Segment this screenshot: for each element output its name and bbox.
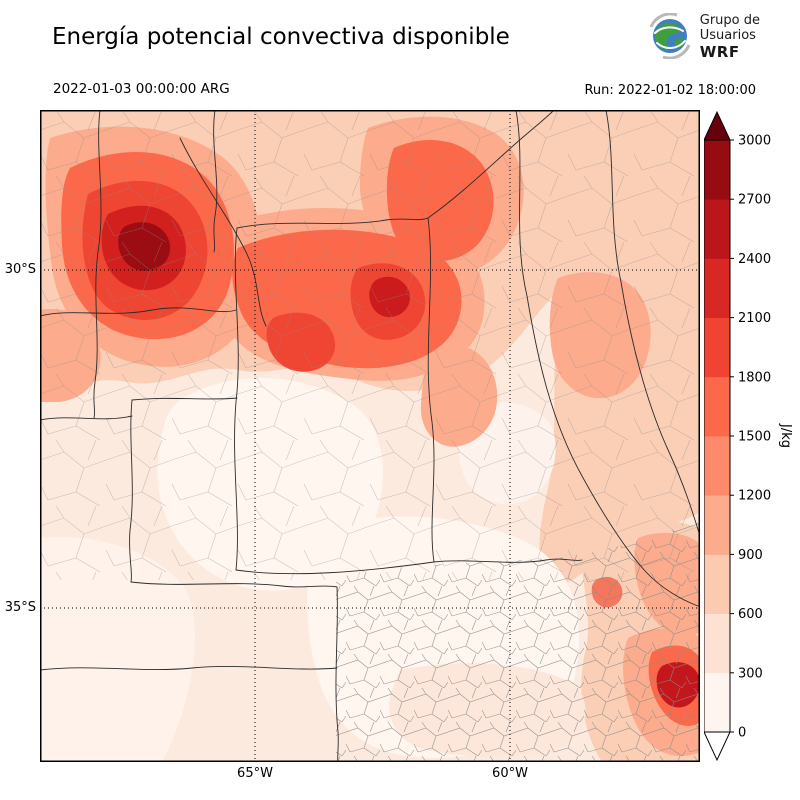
- province-boundaries: [40, 110, 700, 762]
- colorbar-tick-label: 1500: [738, 430, 771, 445]
- map-border: [40, 110, 700, 762]
- x-tick-label-60w: 60°W: [492, 766, 528, 781]
- colorbar-segment: [704, 495, 730, 555]
- logo-line2: Usuarios: [699, 28, 756, 44]
- colorbar-over-arrow: [703, 110, 731, 141]
- colorbar-tick-label: 2400: [738, 252, 771, 267]
- colorbar-tick-label: 300: [738, 666, 763, 681]
- colorbar-segment: [704, 258, 730, 318]
- colorbar-tick-label: 1800: [738, 370, 771, 385]
- colorbar-unit-label: J/kg: [778, 423, 793, 448]
- department-boundaries-north: [40, 110, 700, 580]
- colorbar-tick-label: 2100: [738, 311, 771, 326]
- department-boundaries-south: [336, 522, 700, 762]
- colorbar-segment: [704, 436, 730, 496]
- x-tick-label-65w: 65°W: [237, 766, 273, 781]
- colorbar-tick-label: 900: [738, 548, 763, 563]
- colorbar-tick-label: 600: [738, 607, 763, 622]
- colorbar-tick-label: 3000: [738, 134, 771, 149]
- run-time-label: Run: 2022-01-02 18:00:00: [584, 83, 756, 98]
- colorbar-segment: [704, 140, 730, 200]
- cape-field: [40, 110, 700, 762]
- colorbar-segment: [704, 613, 730, 674]
- y-tick-label-30s: 30°S: [4, 262, 36, 277]
- page-title: Energía potencial convectiva disponible: [52, 24, 510, 50]
- wrf-logo: Grupo de Usuarios WRF: [647, 12, 760, 63]
- colorbar-svg: 0 300 600 900 1200 1500 1800 2100 2400 2700 3000 J/…: [703, 110, 793, 762]
- colorbar-under-arrow: [703, 731, 731, 762]
- colorbar-segment: [704, 199, 730, 259]
- colorbar-segment: [704, 376, 730, 437]
- globe-icon: [647, 12, 693, 63]
- colorbar: 0 300 600 900 1200 1500 1800 2100 2400 2700 3000 J/…: [703, 110, 800, 774]
- colorbar-tick-label: 0: [738, 726, 746, 741]
- colorbar-segment: [704, 317, 730, 378]
- map-plot: [40, 110, 700, 762]
- valid-time-label: 2022-01-03 00:00:00 ARG: [53, 81, 230, 97]
- logo-line3: WRF: [699, 43, 740, 62]
- colorbar-tick-label: 1200: [738, 489, 771, 504]
- map-svg: [40, 110, 700, 762]
- y-tick-label-35s: 35°S: [4, 600, 36, 615]
- colorbar-segment: [704, 554, 730, 614]
- colorbar-tick-label: 2700: [738, 193, 771, 208]
- logo-text: Grupo de Usuarios WRF: [699, 13, 760, 62]
- logo-line1: Grupo de: [699, 13, 760, 29]
- colorbar-segment: [704, 672, 730, 733]
- graticule-gridlines: [40, 110, 700, 762]
